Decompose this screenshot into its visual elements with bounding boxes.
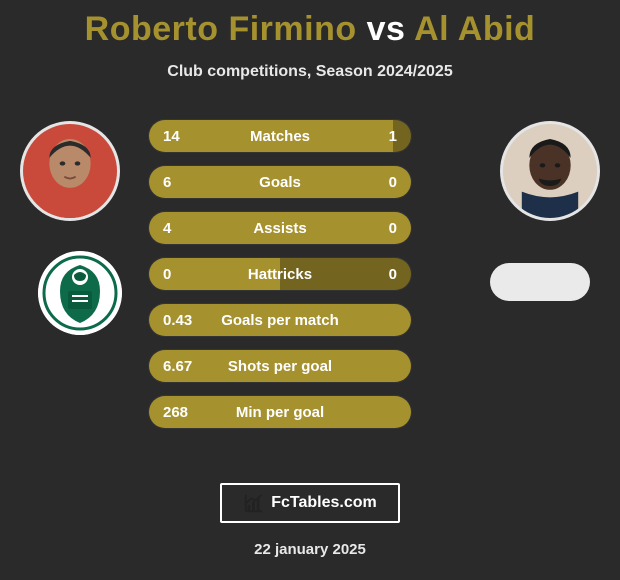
stat-label: Min per goal xyxy=(205,404,355,421)
date-text: 22 january 2025 xyxy=(254,541,366,558)
title-vs: vs xyxy=(367,10,406,48)
player2-club-logo xyxy=(490,263,590,301)
stat-value-left: 6 xyxy=(149,174,205,191)
page-title: Roberto Firmino vs Al Abid xyxy=(85,10,536,49)
stat-row: 268Min per goal xyxy=(148,395,412,429)
person-icon xyxy=(503,124,597,218)
stat-value-left: 4 xyxy=(149,220,205,237)
stat-value-left: 268 xyxy=(149,404,205,421)
stat-value-left: 14 xyxy=(149,128,205,145)
stat-value-left: 0.43 xyxy=(149,312,205,329)
comparison-card: Roberto Firmino vs Al Abid Club competit… xyxy=(0,0,620,580)
stat-row: 6Goals0 xyxy=(148,165,412,199)
stat-value-right: 0 xyxy=(355,220,411,237)
stat-row: 6.67Shots per goal xyxy=(148,349,412,383)
title-player1: Roberto Firmino xyxy=(85,10,357,48)
brand-badge[interactable]: FcTables.com xyxy=(220,483,400,523)
chart-icon xyxy=(243,492,265,514)
stat-label: Matches xyxy=(205,128,355,145)
subtitle: Club competitions, Season 2024/2025 xyxy=(167,63,452,81)
stat-row: 0.43Goals per match xyxy=(148,303,412,337)
stat-label: Assists xyxy=(205,220,355,237)
shield-icon xyxy=(38,251,122,335)
main-area: 14Matches16Goals04Assists00Hattricks00.4… xyxy=(10,111,610,483)
player1-avatar xyxy=(20,121,120,221)
stat-value-right: 0 xyxy=(355,174,411,191)
stat-row: 0Hattricks0 xyxy=(148,257,412,291)
stat-label: Goals xyxy=(205,174,355,191)
stat-value-right: 1 xyxy=(355,128,411,145)
stats-list: 14Matches16Goals04Assists00Hattricks00.4… xyxy=(148,119,412,429)
stat-row: 4Assists0 xyxy=(148,211,412,245)
stat-row: 14Matches1 xyxy=(148,119,412,153)
stat-value-left: 6.67 xyxy=(149,358,205,375)
player1-club-logo xyxy=(38,251,122,335)
stat-label: Goals per match xyxy=(205,312,355,329)
footer: FcTables.com 22 january 2025 xyxy=(220,483,400,570)
stat-label: Hattricks xyxy=(205,266,355,283)
title-player2: Al Abid xyxy=(414,10,535,48)
stat-label: Shots per goal xyxy=(205,358,355,375)
stat-value-right: 0 xyxy=(355,266,411,283)
person-icon xyxy=(23,124,117,218)
stat-value-left: 0 xyxy=(149,266,205,283)
brand-label: FcTables.com xyxy=(271,494,377,512)
player2-avatar xyxy=(500,121,600,221)
